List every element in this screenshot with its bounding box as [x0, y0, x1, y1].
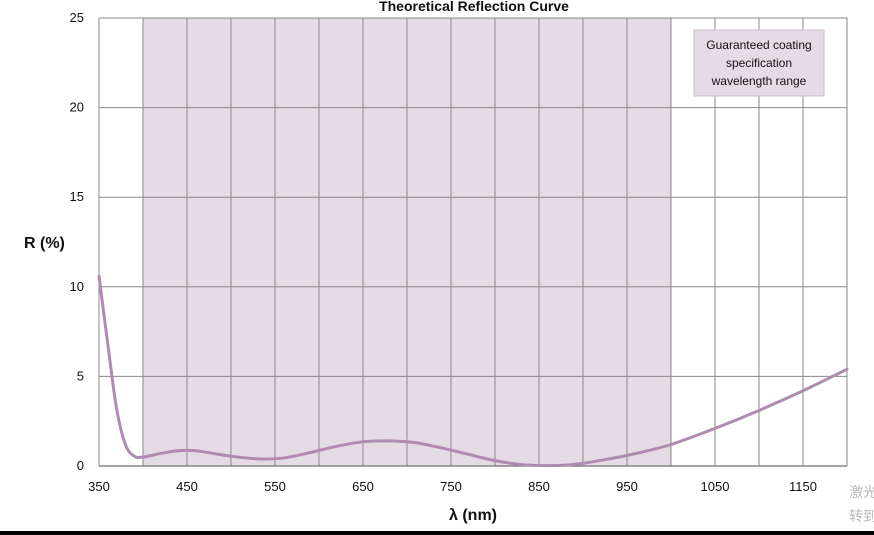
reflection-curve	[97, 274, 849, 468]
x-tick-labels: 350 450 550 650 750 850 950 1050 1150	[88, 479, 817, 494]
x-tick-label: 1050	[701, 479, 730, 494]
y-axis-label: R (%)	[24, 235, 65, 252]
x-tick-label: 950	[616, 479, 638, 494]
chart-title: Theoretical Reflection Curve	[379, 0, 569, 14]
y-tick-label: 20	[70, 100, 84, 115]
x-tick-label: 450	[176, 479, 198, 494]
y-tick-label: 5	[77, 368, 84, 383]
y-tick-label: 0	[77, 458, 84, 473]
y-tick-label: 15	[70, 189, 84, 204]
y-tick-label: 25	[70, 10, 84, 25]
legend-line-1: Guaranteed coating	[706, 38, 811, 52]
y-tick-label: 10	[70, 279, 84, 294]
legend-box-background	[693, 29, 825, 97]
y-tick-labels: 0 5 10 15 20 25	[70, 10, 84, 473]
x-axis-label: λ (nm)	[449, 507, 497, 524]
x-tick-label: 850	[528, 479, 550, 494]
legend-box: Guaranteed coating specification wavelen…	[693, 29, 825, 97]
legend-line-2: specification	[726, 56, 792, 70]
watermark-line-2: 转到	[849, 508, 874, 524]
watermark-line-1: 激光	[849, 484, 874, 500]
x-tick-label: 650	[352, 479, 374, 494]
x-tick-label: 350	[88, 479, 110, 494]
legend-line-3: wavelength range	[711, 74, 807, 88]
bottom-border	[0, 531, 874, 535]
x-tick-label: 550	[264, 479, 286, 494]
x-tick-label: 1150	[789, 479, 817, 494]
x-tick-label: 750	[440, 479, 462, 494]
